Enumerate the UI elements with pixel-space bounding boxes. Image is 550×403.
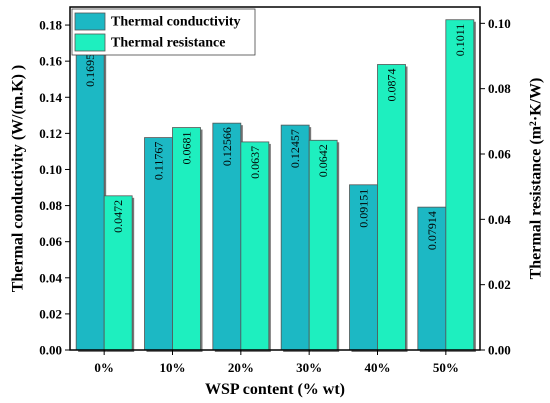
legend-swatch-thermal-conductivity	[74, 12, 106, 31]
bar-labels-layer: 0.16957 0.0472 0.11767 0.0681 0.12566 0.0637 0…	[83, 24, 467, 250]
y-left-tick-label: 0.06	[39, 234, 62, 249]
bar-value-label: 0.0681	[180, 132, 194, 165]
bar-thermal-resistance	[445, 19, 475, 351]
legend-label-thermal-resistance: Thermal resistance	[111, 36, 225, 51]
x-tick-label: 30%	[296, 360, 322, 375]
bars-layer	[75, 19, 476, 353]
legend-label-thermal-conductivity: Thermal conductivity	[111, 15, 241, 30]
y-left-tick-label: 0.00	[39, 343, 62, 358]
x-tick-label: 10%	[160, 360, 186, 375]
bar-value-label: 0.16957	[83, 48, 97, 87]
bar-value-label: 0.11767	[152, 142, 166, 181]
legend-swatch-thermal-resistance	[74, 33, 106, 52]
legend: Thermal conductivity Thermal resistance	[71, 8, 256, 56]
bar-value-label: 0.12457	[288, 129, 302, 168]
bar-thermal-resistance	[308, 139, 338, 351]
y-left-tick-label: 0.04	[39, 270, 62, 285]
y-right-tick-label: 0.00	[488, 343, 511, 358]
y-left-tick-label: 0.16	[39, 54, 62, 69]
y-right-tick-label: 0.10	[488, 16, 511, 31]
bar-value-label: 0.1011	[453, 24, 467, 57]
y-left-tick-label: 0.10	[39, 162, 62, 177]
plot-frame	[69, 6, 481, 351]
bar-value-label: 0.0642	[316, 144, 330, 177]
x-axis-title: WSP content (% wt)	[205, 381, 345, 398]
x-tick-label: 40%	[365, 360, 391, 375]
y-right-tick-label: 0.08	[488, 81, 511, 96]
bar-value-label: 0.09151	[357, 189, 371, 228]
bar-thermal-conductivity	[144, 137, 173, 351]
y-left-tick-label: 0.14	[39, 90, 62, 105]
x-tick-label: 20%	[228, 360, 254, 375]
bar-thermal-resistance	[377, 64, 406, 351]
bar-thermal-conductivity	[75, 43, 105, 351]
y-right-tick-label: 0.06	[488, 147, 511, 162]
bar-value-label: 0.07914	[425, 211, 439, 250]
bar-value-label: 0.0874	[385, 68, 399, 101]
bar-value-label: 0.0637	[248, 146, 262, 179]
bar-thermal-conductivity	[280, 124, 310, 351]
x-tick-label: 0%	[94, 360, 114, 375]
x-tick-label: 50%	[433, 360, 459, 375]
axes-layer: 0% 10% 20% 30% 40% 50% 0.00 0.02 0.04 0.06 0.08 0.1…	[39, 16, 511, 375]
y-right-tick-label: 0.02	[488, 277, 511, 292]
y-left-tick-label: 0.08	[39, 198, 62, 213]
bar-thermal-resistance	[172, 127, 201, 351]
y-left-tick-label: 0.02	[39, 306, 62, 321]
y-axis-left-title: Thermal conductivity (W/(m.K) )	[10, 65, 27, 293]
y-left-tick-label: 0.18	[39, 18, 62, 33]
y-left-tick-label: 0.12	[39, 126, 62, 141]
y-right-tick-label: 0.04	[488, 212, 511, 227]
y-axis-right-title: Thermal resistance (m²·K/W)	[528, 78, 545, 280]
bar-value-label: 0.12566	[220, 127, 234, 166]
bar-value-label: 0.0472	[111, 200, 125, 233]
